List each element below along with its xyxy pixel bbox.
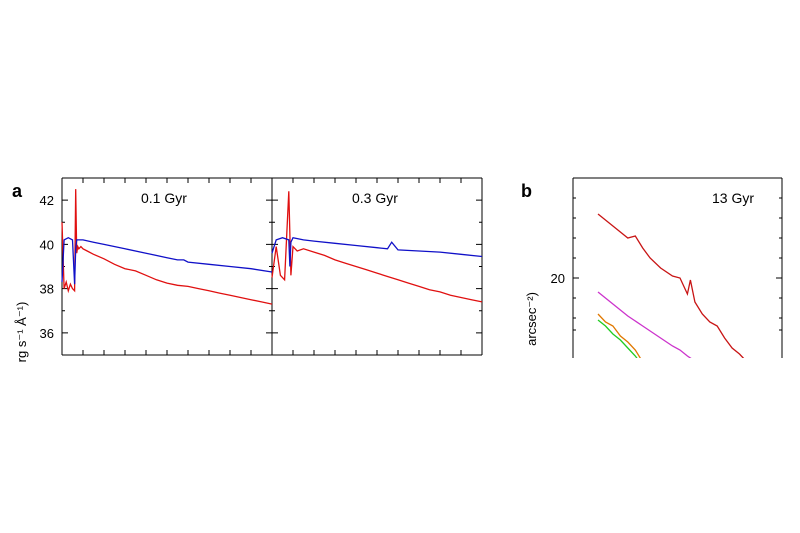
panel-a-y-tick-label: 38 — [40, 282, 54, 297]
panel-a-series-line — [271, 236, 483, 267]
age-label-13-gyr: 13 Gyr — [712, 190, 754, 206]
panel-a-y-tick-label: 42 — [40, 193, 54, 208]
age-label-0-3-gyr: 0.3 Gyr — [352, 190, 398, 206]
age-label-0-1-gyr: 0.1 Gyr — [141, 190, 187, 206]
panel-b-series-line — [597, 291, 692, 358]
panel-a-y-tick-label: 40 — [40, 237, 54, 252]
panel-a-y-ticks: 36 38 40 42 — [40, 177, 482, 356]
panel-a-series-line — [271, 191, 483, 303]
panel-b-series-line — [597, 213, 745, 358]
panel-a-series-line — [61, 189, 273, 305]
panel-a-ylabel: rg s⁻¹ Å⁻¹) — [14, 302, 29, 363]
panel-b-series — [597, 213, 745, 358]
panel-b-ylabel: arcsec⁻²) — [524, 292, 539, 346]
panel-b: b arcsec⁻²) 20 13 Gyr — [521, 177, 783, 358]
panel-b-series-line — [597, 319, 638, 358]
panel-a-series-line — [61, 236, 273, 285]
panel-b-frame: 20 — [551, 177, 783, 358]
panel-a-subpanel-0: 0.1 Gyr — [61, 189, 273, 305]
panel-b-series-line — [597, 313, 641, 358]
panel-a-y-tick-label: 36 — [40, 326, 54, 341]
panel-a-subpanel-1: 0.3 Gyr — [271, 190, 483, 303]
panel-b-y-tick-label: 20 — [551, 271, 565, 286]
panel-a: a rg s⁻¹ Å⁻¹) 36 38 40 42 0.1 Gyr 0.3 Gyr — [12, 177, 483, 363]
panel-b-letter: b — [521, 181, 532, 201]
panel-a-letter: a — [12, 181, 23, 201]
